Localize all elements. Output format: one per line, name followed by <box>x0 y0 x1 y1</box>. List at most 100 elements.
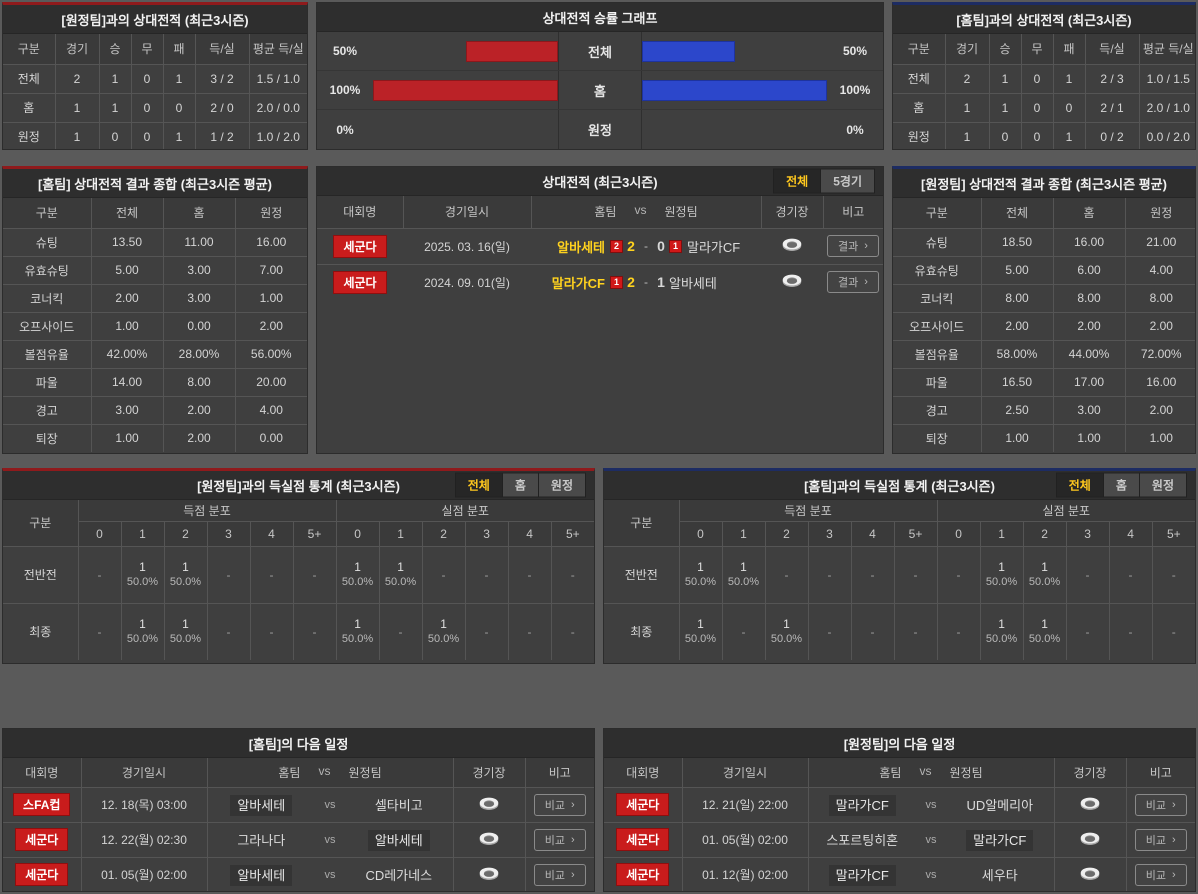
compare-button[interactable]: 비교 › <box>533 828 586 851</box>
cell-value: 4.00 <box>234 395 307 425</box>
distribution-cell: 1 50.0% <box>163 545 208 604</box>
compare-button[interactable]: 비교 › <box>1134 828 1187 851</box>
goals-vs-away-tab-group: 전체 홈 원정 <box>454 472 586 498</box>
row-label: 유효슈팅 <box>893 255 982 285</box>
percentage: 50.0% <box>169 576 202 588</box>
table-row: 오프사이드 2.00 2.00 2.00 <box>893 311 1195 341</box>
cell-value: 8.00 <box>1124 283 1195 313</box>
table-row: 오프사이드 1.00 0.00 2.00 <box>3 311 307 341</box>
column-header: 1 <box>979 520 1024 547</box>
button-label: 비교 <box>1145 834 1167 847</box>
tab-all[interactable]: 전체 <box>1056 473 1103 497</box>
distribution-cell: 1 50.0% <box>1022 602 1067 660</box>
distribution-cell: - <box>893 545 938 604</box>
cell-value: 72.00% <box>1124 339 1195 369</box>
winrate-row: 100% 홈 100% <box>317 71 883 110</box>
header-row: 대회명 경기일시 홈팀 vs 원정팀 경기장 비고 <box>3 758 594 788</box>
result-button[interactable]: 결과 › <box>827 235 879 257</box>
tab-home[interactable]: 홈 <box>1103 473 1139 497</box>
empty-value: - <box>226 624 231 639</box>
match-datetime: 12. 21(일) 22:00 <box>681 786 809 823</box>
distribution-cell: - <box>1108 545 1153 604</box>
percentage: 50.0% <box>126 633 159 646</box>
conceded-group-header: 실점 분포 <box>936 500 1195 522</box>
teams-header: 홈팀 vs 원정팀 <box>532 203 760 220</box>
cell-value: 0 <box>988 121 1022 149</box>
match-count: 1 <box>139 617 146 632</box>
tab-home[interactable]: 홈 <box>502 473 538 497</box>
column-header: 홈 <box>162 198 236 229</box>
league-cell: 세군다 <box>3 856 82 891</box>
cell-value: 1 <box>54 92 100 123</box>
button-label: 결과 <box>838 241 859 253</box>
match-row: 세군다 2025. 03. 16(일) 알바세테 2 2-0 1 말라가CF 결과 › <box>317 227 883 265</box>
cell-value: 1 <box>944 92 990 123</box>
distribution-cell: - <box>550 602 594 660</box>
panel-title: [원정팀]과의 상대전적 (최근3시즌) <box>61 12 249 28</box>
compare-button[interactable]: 비교 › <box>1134 863 1187 886</box>
empty-value: - <box>527 567 532 582</box>
match-datetime: 2025. 03. 16(일) <box>403 227 531 265</box>
home-side: 알바세테 2 <box>531 237 623 256</box>
tab-away[interactable]: 원정 <box>538 473 585 497</box>
away-schedule-table: 대회명 경기일시 홈팀 vs 원정팀 경기장 비고 세군다 12. 21(일) 22:00 말라가… <box>604 758 1195 891</box>
panel-title: 상대전적 (최근3시즌) <box>542 174 658 190</box>
empty-value: - <box>97 567 102 582</box>
column-header: 2 <box>1022 520 1067 547</box>
stadium-icon <box>781 273 803 288</box>
match-datetime: 12. 22(월) 02:30 <box>80 821 208 858</box>
match-line: 말라가CF 1 2-1 알바세테 <box>531 273 761 292</box>
distribution-cell: - <box>1151 602 1195 660</box>
cell-value: 44.00% <box>1052 339 1126 369</box>
panel-title-bar: 상대전적 승률 그래프 <box>317 3 883 32</box>
empty-value: - <box>527 624 532 639</box>
result-button[interactable]: 결과 › <box>827 271 879 294</box>
row-label: 경고 <box>893 395 982 425</box>
tab-away[interactable]: 원정 <box>1139 473 1186 497</box>
distribution-cell: - <box>249 545 294 604</box>
distribution-cell: - <box>1065 602 1110 660</box>
column-header: 경기장 <box>760 196 824 229</box>
league-cell: 세군다 <box>604 786 683 823</box>
header-row: 대회명 경기일시 홈팀 vs 원정팀 경기장 비고 <box>604 758 1195 788</box>
away-team-name: CD레가네스 <box>345 865 452 884</box>
row-label: 최종 <box>3 602 79 660</box>
empty-value: - <box>956 567 961 582</box>
distribution-cell: - <box>292 545 337 604</box>
cell-value: 1 <box>162 121 196 149</box>
empty-value: - <box>870 567 875 582</box>
percentage: 50.0% <box>384 576 417 588</box>
percentage: 50.0% <box>1028 633 1061 646</box>
team-label: 말라가CF <box>828 795 896 816</box>
panel-title-bar: [홈팀]의 다음 일정 <box>3 729 594 758</box>
match-count: 1 <box>1041 617 1048 632</box>
score-separator: - <box>644 275 648 290</box>
row-label: 최종 <box>604 602 680 660</box>
team-label: 스포르팅히혼 <box>826 833 899 848</box>
compare-button[interactable]: 비교 › <box>533 863 586 886</box>
stadium-cell <box>452 821 526 858</box>
column-header: 경기일시 <box>80 758 208 788</box>
score-separator: - <box>644 239 648 253</box>
away-team-name: 알바세테 <box>345 830 452 851</box>
compare-button[interactable]: 비교 › <box>533 793 586 816</box>
header-row: 구분 경기 승 무 패 득/실 평균 득/실 <box>893 34 1195 65</box>
h2h-vs-home-table: 구분 경기 승 무 패 득/실 평균 득/실 전체 2 1 0 1 2 / 3 1.0 / 1.5 홈 1 1 0… <box>893 34 1195 149</box>
cell-value: 0 <box>98 121 132 149</box>
compare-button[interactable]: 비교 › <box>1134 793 1187 816</box>
tab-all[interactable]: 전체 <box>455 473 502 497</box>
home-score: 2 <box>627 238 635 254</box>
away-header: 원정팀 <box>664 205 698 220</box>
cell-value: 8.00 <box>162 367 236 397</box>
tab-5games[interactable]: 5경기 <box>821 169 874 193</box>
home-header: 홈팀 <box>594 205 617 220</box>
empty-value: - <box>484 567 489 582</box>
teams-cell: 말라가CF vs 세우타 <box>807 856 1055 891</box>
match-count: 1 <box>354 617 361 632</box>
match-count: 1 <box>783 617 790 632</box>
tab-all[interactable]: 전체 <box>774 169 821 193</box>
cell-value: 4.00 <box>1124 255 1195 285</box>
table-row: 전반전 - 1 50.0% 1 50.0% - - - 1 50.0% 1 50.0% - - - - <box>3 545 594 604</box>
vs-label: vs <box>925 833 937 846</box>
panel-home-summary: [홈팀] 상대전적 결과 종합 (최근3시즌 평균) 구분 전체 홈 원정 슈팅 13.5… <box>2 166 308 454</box>
